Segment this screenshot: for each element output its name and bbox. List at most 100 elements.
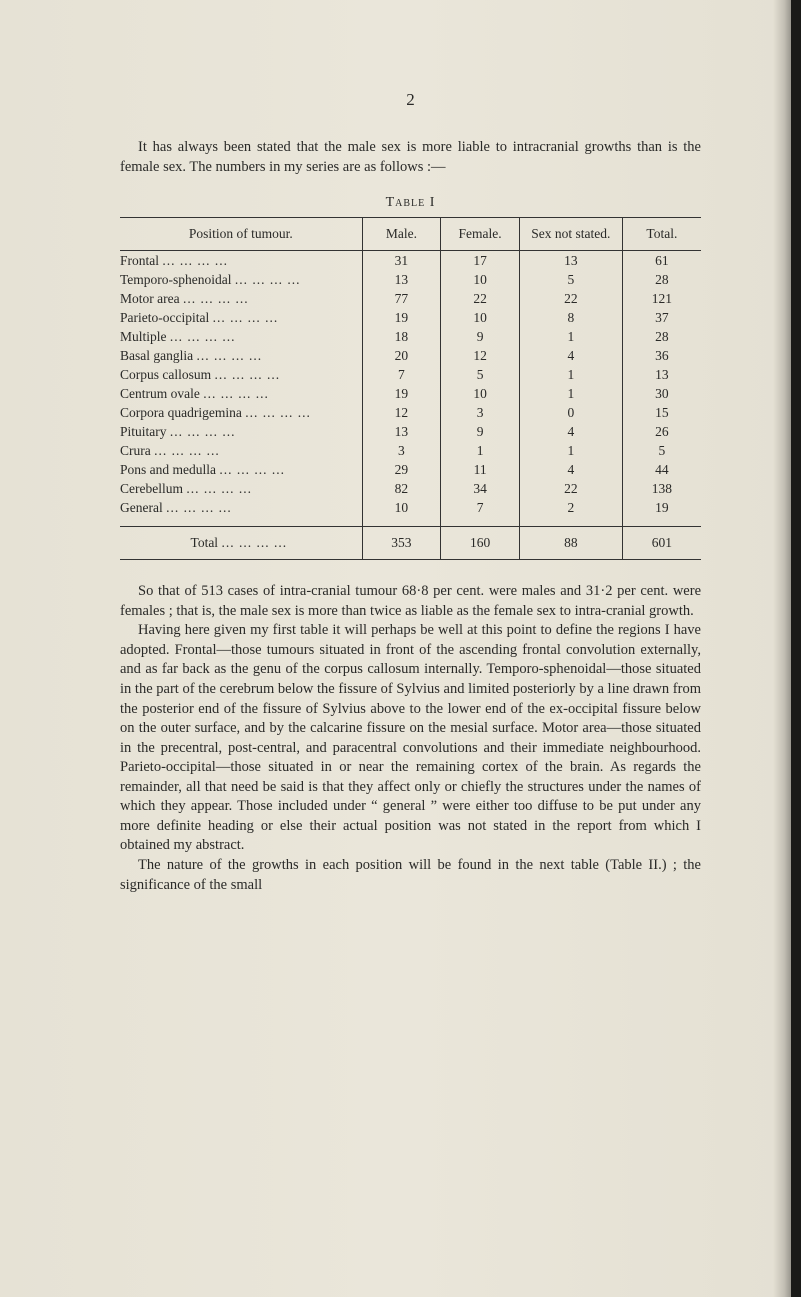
cell-position: Parieto-occipital ... ... ... ... bbox=[120, 308, 362, 327]
cell-value: 22 bbox=[519, 479, 622, 498]
book-spine-edge bbox=[791, 0, 801, 1297]
table-row: Frontal ... ... ... ...31171361 bbox=[120, 251, 701, 271]
table-row: Multiple ... ... ... ...189128 bbox=[120, 327, 701, 346]
table-row: Pituitary ... ... ... ...139426 bbox=[120, 422, 701, 441]
cell-value: 31 bbox=[362, 251, 441, 271]
table-row: General ... ... ... ...107219 bbox=[120, 498, 701, 517]
body-paragraph: The nature of the growths in each positi… bbox=[120, 856, 701, 895]
cell-value: 138 bbox=[622, 479, 701, 498]
cell-value: 28 bbox=[622, 327, 701, 346]
cell-value: 9 bbox=[441, 327, 520, 346]
cell-value: 19 bbox=[362, 308, 441, 327]
table-row: Motor area ... ... ... ...772222121 bbox=[120, 289, 701, 308]
table-row: Crura ... ... ... ...3115 bbox=[120, 441, 701, 460]
cell-total-value: 353 bbox=[362, 527, 441, 560]
table-row: Temporo-sphenoidal ... ... ... ...131052… bbox=[120, 270, 701, 289]
cell-position: Corpora quadrigemina ... ... ... ... bbox=[120, 403, 362, 422]
cell-value: 10 bbox=[441, 384, 520, 403]
col-total: Total. bbox=[622, 218, 701, 251]
dot-leader: ... ... ... ... bbox=[219, 462, 285, 477]
cell-position: Basal ganglia ... ... ... ... bbox=[120, 346, 362, 365]
cell-position: Temporo-sphenoidal ... ... ... ... bbox=[120, 270, 362, 289]
col-sex-not-stated: Sex not stated. bbox=[519, 218, 622, 251]
dot-leader: ... ... ... ... bbox=[245, 405, 311, 420]
cell-value: 10 bbox=[362, 498, 441, 517]
cell-value: 18 bbox=[362, 327, 441, 346]
dot-leader: ... ... ... ... bbox=[170, 424, 236, 439]
table-label: Table I bbox=[120, 195, 701, 211]
cell-value: 17 bbox=[441, 251, 520, 271]
cell-position: General ... ... ... ... bbox=[120, 498, 362, 517]
dot-leader: ... ... ... ... bbox=[162, 253, 228, 268]
cell-position: Pituitary ... ... ... ... bbox=[120, 422, 362, 441]
cell-total-label: Total ... ... ... ... bbox=[120, 527, 362, 560]
cell-value: 13 bbox=[519, 251, 622, 271]
cell-value: 36 bbox=[622, 346, 701, 365]
dot-leader: ... ... ... ... bbox=[186, 481, 252, 496]
cell-value: 37 bbox=[622, 308, 701, 327]
cell-value: 28 bbox=[622, 270, 701, 289]
cell-total-value: 88 bbox=[519, 527, 622, 560]
cell-value: 29 bbox=[362, 460, 441, 479]
cell-position: Pons and medulla ... ... ... ... bbox=[120, 460, 362, 479]
cell-total-value: 160 bbox=[441, 527, 520, 560]
cell-value: 121 bbox=[622, 289, 701, 308]
cell-value: 1 bbox=[519, 365, 622, 384]
cell-value: 11 bbox=[441, 460, 520, 479]
dot-leader: ... ... ... ... bbox=[170, 329, 236, 344]
cell-value: 9 bbox=[441, 422, 520, 441]
cell-value: 82 bbox=[362, 479, 441, 498]
cell-value: 19 bbox=[362, 384, 441, 403]
table-row: Pons and medulla ... ... ... ...2911444 bbox=[120, 460, 701, 479]
table-row: Cerebellum ... ... ... ...823422138 bbox=[120, 479, 701, 498]
cell-value: 5 bbox=[441, 365, 520, 384]
table-header-row: Position of tumour. Male. Female. Sex no… bbox=[120, 218, 701, 251]
table-row: Centrum ovale ... ... ... ...1910130 bbox=[120, 384, 701, 403]
cell-position: Frontal ... ... ... ... bbox=[120, 251, 362, 271]
body-paragraph: Having here given my first table it will… bbox=[120, 621, 701, 856]
table-body: Frontal ... ... ... ...31171361Temporo-s… bbox=[120, 251, 701, 560]
cell-value: 7 bbox=[441, 498, 520, 517]
col-male: Male. bbox=[362, 218, 441, 251]
cell-value: 1 bbox=[519, 441, 622, 460]
dot-leader: ... ... ... ... bbox=[203, 386, 269, 401]
table-row: Parieto-occipital ... ... ... ...1910837 bbox=[120, 308, 701, 327]
cell-value: 4 bbox=[519, 422, 622, 441]
cell-position: Cerebellum ... ... ... ... bbox=[120, 479, 362, 498]
cell-value: 10 bbox=[441, 308, 520, 327]
table-row: Corpus callosum ... ... ... ...75113 bbox=[120, 365, 701, 384]
cell-value: 3 bbox=[441, 403, 520, 422]
cell-position: Multiple ... ... ... ... bbox=[120, 327, 362, 346]
cell-position: Centrum ovale ... ... ... ... bbox=[120, 384, 362, 403]
cell-value: 7 bbox=[362, 365, 441, 384]
dot-leader: ... ... ... ... bbox=[154, 443, 220, 458]
cell-value: 15 bbox=[622, 403, 701, 422]
cell-value: 12 bbox=[441, 346, 520, 365]
cell-value: 61 bbox=[622, 251, 701, 271]
cell-value: 3 bbox=[362, 441, 441, 460]
cell-position: Crura ... ... ... ... bbox=[120, 441, 362, 460]
cell-value: 4 bbox=[519, 346, 622, 365]
cell-value: 44 bbox=[622, 460, 701, 479]
cell-value: 5 bbox=[519, 270, 622, 289]
cell-value: 20 bbox=[362, 346, 441, 365]
cell-value: 22 bbox=[441, 289, 520, 308]
cell-position: Corpus callosum ... ... ... ... bbox=[120, 365, 362, 384]
dot-leader: ... ... ... ... bbox=[183, 291, 249, 306]
cell-value: 12 bbox=[362, 403, 441, 422]
table-row: Corpora quadrigemina ... ... ... ...1230… bbox=[120, 403, 701, 422]
cell-position: Motor area ... ... ... ... bbox=[120, 289, 362, 308]
dot-leader: ... ... ... ... bbox=[166, 500, 232, 515]
dot-leader: ... ... ... ... bbox=[196, 348, 262, 363]
cell-value: 34 bbox=[441, 479, 520, 498]
col-female: Female. bbox=[441, 218, 520, 251]
intro-paragraph: It has always been stated that the male … bbox=[120, 138, 701, 177]
data-table: Position of tumour. Male. Female. Sex no… bbox=[120, 217, 701, 560]
cell-value: 4 bbox=[519, 460, 622, 479]
cell-value: 77 bbox=[362, 289, 441, 308]
cell-value: 13 bbox=[362, 270, 441, 289]
cell-value: 26 bbox=[622, 422, 701, 441]
cell-value: 1 bbox=[519, 384, 622, 403]
cell-value: 1 bbox=[441, 441, 520, 460]
body-paragraph: So that of 513 cases of intra-cranial tu… bbox=[120, 582, 701, 621]
